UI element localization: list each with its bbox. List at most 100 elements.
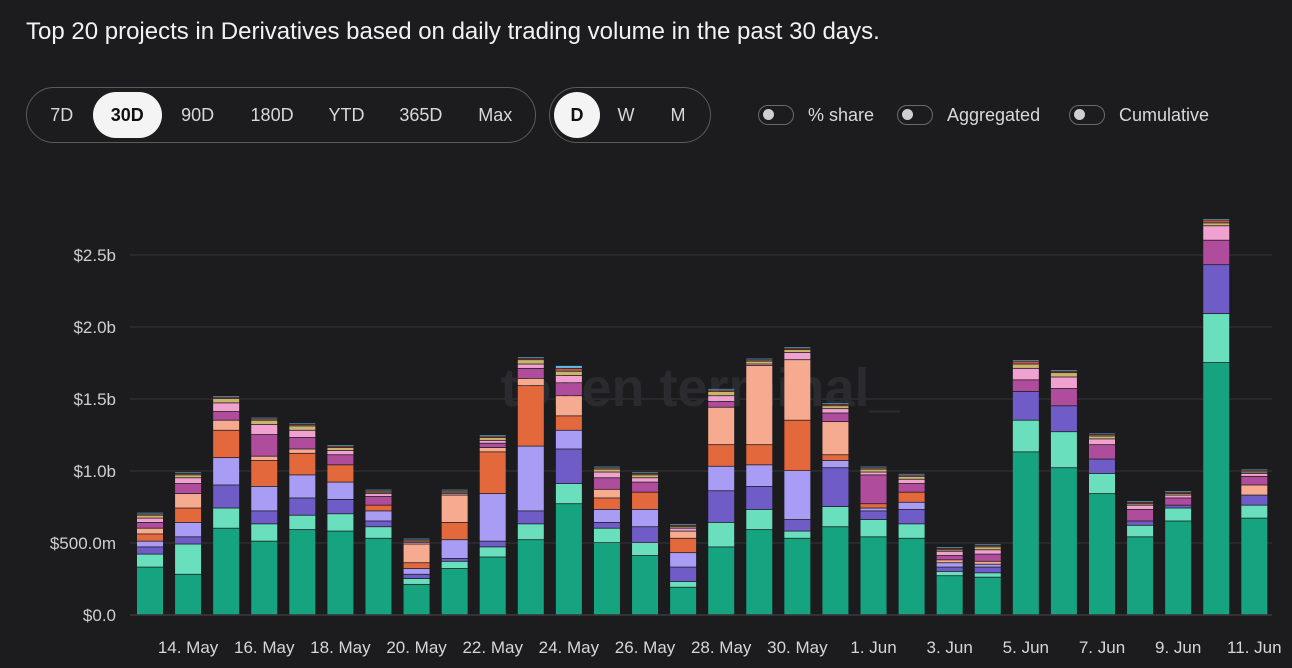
bar-stack[interactable]	[517, 357, 544, 615]
bar-stack[interactable]	[974, 544, 1001, 615]
range-365d-button[interactable]: 365D	[399, 104, 443, 125]
range-180d-button[interactable]: 180D	[250, 104, 294, 125]
bar-segment	[213, 528, 240, 615]
bar-segment	[289, 437, 316, 449]
bar-segment	[784, 420, 811, 471]
bar-segment	[746, 509, 773, 530]
bar-stack[interactable]	[898, 473, 925, 615]
bar-segment	[137, 547, 163, 554]
bar-segment	[898, 476, 925, 479]
bar-segment	[327, 447, 354, 451]
bar-segment	[1203, 226, 1230, 240]
bar-stack[interactable]	[327, 445, 354, 615]
bar-stack[interactable]	[1012, 360, 1039, 615]
bar-stack[interactable]	[213, 396, 240, 615]
bar-segment	[1203, 314, 1230, 363]
bar-stack[interactable]	[708, 388, 735, 615]
bar-segment	[1165, 521, 1192, 615]
granularity-daily-button[interactable]: D	[554, 92, 600, 138]
bar-segment	[517, 360, 544, 364]
bar-segment	[403, 541, 430, 543]
granularity-weekly-button[interactable]: W	[617, 104, 635, 125]
range-max-button[interactable]: Max	[478, 104, 513, 125]
bar-stack[interactable]	[289, 423, 316, 615]
bar-segment	[1127, 502, 1154, 504]
bar-segment	[327, 482, 354, 499]
bar-segment	[327, 531, 354, 615]
range-7d-button[interactable]: 7D	[50, 104, 74, 125]
bar-segment	[289, 430, 316, 438]
bar-segment	[1089, 436, 1115, 439]
bar-segment	[1165, 508, 1192, 521]
bar-stack[interactable]	[555, 365, 582, 615]
bar-segment	[213, 399, 240, 403]
bar-segment	[1241, 476, 1268, 485]
bar-segment	[479, 435, 506, 436]
bar-stack[interactable]	[746, 358, 773, 615]
bar-segment	[1203, 220, 1230, 223]
bar-stack[interactable]	[1127, 501, 1154, 615]
bar-stack[interactable]	[784, 347, 811, 615]
bar-segment	[175, 508, 202, 523]
bar-segment	[289, 426, 316, 430]
bar-segment	[784, 352, 811, 360]
bar-segment	[479, 557, 506, 615]
range-90d-button[interactable]: 90D	[181, 104, 215, 125]
x-tick-label: 7. Jun	[1079, 638, 1125, 657]
bar-segment	[784, 350, 811, 353]
bar-segment	[555, 396, 582, 416]
cumulative-toggle[interactable]: Cumulative	[1069, 100, 1209, 130]
bar-segment	[555, 375, 582, 383]
bar-stack[interactable]	[1203, 219, 1230, 615]
bar-stack[interactable]	[251, 417, 278, 615]
bar-segment	[746, 360, 773, 361]
bar-segment	[213, 411, 240, 420]
bar-stack[interactable]	[632, 472, 659, 615]
bar-segment	[175, 473, 202, 475]
bar-segment	[479, 440, 506, 443]
bar-segment	[555, 371, 582, 376]
bar-segment	[555, 383, 582, 396]
bar-stack[interactable]	[175, 472, 202, 615]
bar-segment	[784, 519, 811, 531]
bar-stack[interactable]	[403, 538, 430, 615]
bar-stack[interactable]	[137, 512, 163, 615]
aggregated-toggle[interactable]: Aggregated	[897, 100, 1040, 130]
bar-segment	[593, 543, 620, 615]
bar-stack[interactable]	[822, 403, 849, 615]
bar-segment	[708, 390, 735, 391]
bar-stack[interactable]	[860, 466, 887, 615]
bar-stack[interactable]	[936, 547, 963, 615]
share-toggle[interactable]: % share	[758, 100, 874, 130]
bar-stack[interactable]	[441, 489, 468, 615]
bar-stack[interactable]	[1050, 370, 1077, 615]
bar-segment	[974, 544, 1001, 546]
bar-segment	[784, 538, 811, 615]
bar-stack[interactable]	[1089, 433, 1115, 615]
bar-segment	[708, 388, 735, 390]
bar-segment	[974, 577, 1001, 615]
y-tick-label: $1.5b	[73, 390, 116, 409]
bar-stack[interactable]	[1165, 491, 1192, 615]
bar-segment	[517, 368, 544, 379]
bar-segment	[137, 512, 163, 514]
bar-segment	[1012, 452, 1039, 615]
bar-segment	[289, 423, 316, 425]
bar-stack[interactable]	[365, 489, 392, 615]
bar-segment	[632, 527, 659, 543]
bar-stack[interactable]	[670, 524, 697, 615]
range-30d-button[interactable]: 30D	[92, 92, 162, 138]
x-tick-label: 1. Jun	[850, 638, 896, 657]
bar-segment	[822, 460, 849, 468]
bar-segment	[784, 347, 811, 348]
bar-stack[interactable]	[1241, 469, 1268, 615]
bar-segment	[1089, 445, 1115, 459]
bar-stack[interactable]	[593, 466, 620, 615]
bar-segment	[936, 551, 963, 556]
bar-stack[interactable]	[479, 435, 506, 615]
bar-segment	[670, 538, 697, 553]
bar-segment	[289, 449, 316, 453]
bar-segment	[365, 511, 392, 521]
range-ytd-button[interactable]: YTD	[328, 104, 365, 125]
granularity-monthly-button[interactable]: M	[670, 104, 686, 125]
